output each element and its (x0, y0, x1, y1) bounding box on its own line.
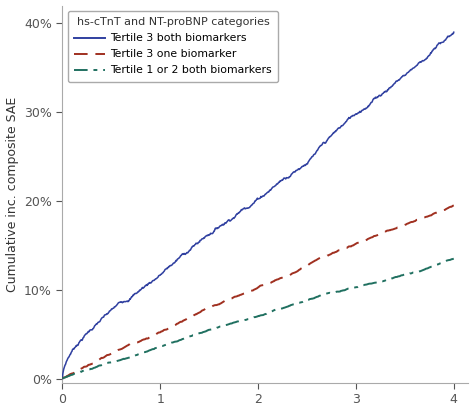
Legend: Tertile 3 both biomarkers, Tertile 3 one biomarker, Tertile 1 or 2 both biomarke: Tertile 3 both biomarkers, Tertile 3 one… (68, 11, 278, 82)
Y-axis label: Cumulative inc. composite SAE: Cumulative inc. composite SAE (6, 97, 18, 292)
